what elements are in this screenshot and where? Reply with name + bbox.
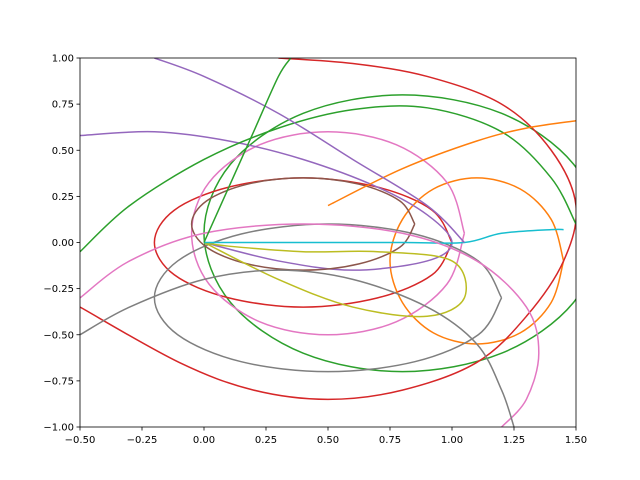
orbit-line — [80, 58, 576, 401]
x-tick-label: 0.50 — [317, 435, 339, 446]
y-tick-label: −1.00 — [43, 423, 74, 434]
y-tick-label: −0.50 — [43, 330, 74, 341]
x-tick-label: 0.75 — [379, 435, 401, 446]
orbit-line — [153, 223, 503, 373]
x-tick-label: 1.00 — [441, 435, 463, 446]
orbit-line — [203, 241, 467, 318]
orbit-line — [203, 58, 292, 243]
y-tick-label: −0.75 — [43, 376, 74, 387]
y-tick-label: 1.00 — [52, 54, 74, 65]
orbit-line — [190, 177, 416, 271]
orbit-line — [80, 269, 515, 427]
x-tick-label: 1.25 — [503, 435, 525, 446]
y-tick-label: 0.75 — [52, 100, 74, 111]
x-tick-label: −0.25 — [127, 435, 158, 446]
x-tick-label: −0.50 — [65, 435, 96, 446]
y-tick-label: 0.50 — [52, 146, 74, 157]
plot-area — [80, 58, 576, 427]
x-tick-label: 0.25 — [255, 435, 277, 446]
orbit-line — [204, 228, 564, 244]
orbit-line — [327, 119, 576, 207]
x-tick-label: 1.50 — [565, 435, 587, 446]
orbit-line — [80, 223, 540, 427]
y-tick-label: 0.00 — [52, 238, 74, 249]
y-tick-label: −0.25 — [43, 284, 74, 295]
orbit-line — [80, 105, 576, 253]
y-tick-label: 0.25 — [52, 192, 74, 203]
orbit-line — [389, 177, 565, 345]
orbit-line — [190, 131, 466, 336]
x-tick-label: 0.00 — [193, 435, 215, 446]
orbit-line — [154, 58, 465, 244]
